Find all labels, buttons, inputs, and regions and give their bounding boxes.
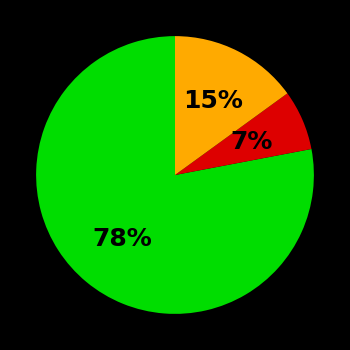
Text: 15%: 15% bbox=[183, 89, 243, 113]
Text: 78%: 78% bbox=[92, 227, 152, 251]
Wedge shape bbox=[175, 93, 312, 175]
Text: 7%: 7% bbox=[230, 130, 273, 154]
Wedge shape bbox=[36, 36, 314, 314]
Wedge shape bbox=[175, 36, 287, 175]
